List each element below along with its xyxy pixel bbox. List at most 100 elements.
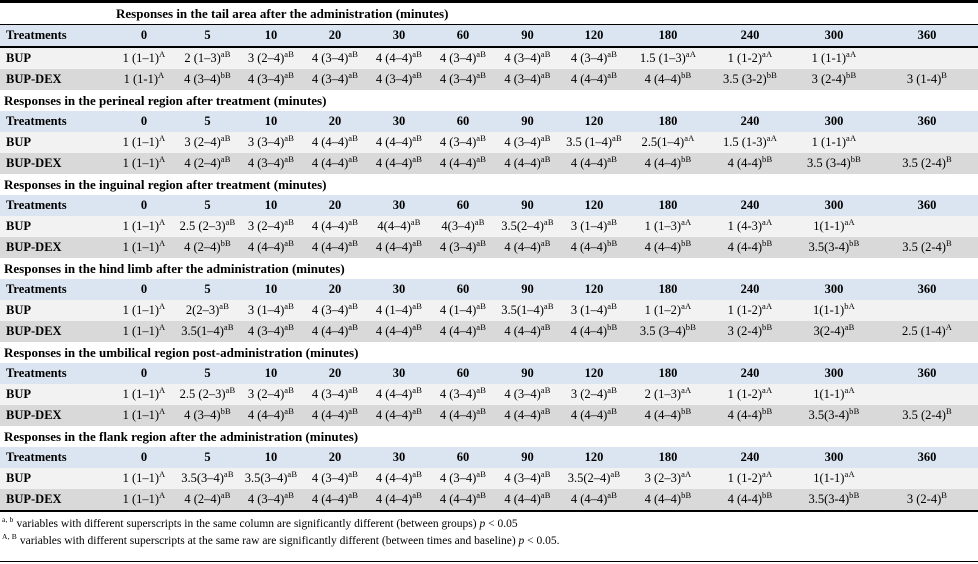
table-cell: 4 (3–4)aB — [495, 69, 560, 90]
table-cell: 4 (3–4)aB — [431, 47, 495, 69]
significance-superscript: A — [159, 216, 166, 227]
cell-value: 4 (4–4) — [439, 492, 477, 506]
cell-value: 4 (4–4) — [439, 408, 477, 422]
footnote: A, B variables with different superscrip… — [2, 532, 560, 547]
cell-value: 4 (4–4) — [375, 324, 413, 338]
section-title-row: Responses in the perineal region after t… — [0, 90, 978, 111]
table-cell: 3.5(3-4)bB — [792, 489, 876, 512]
table-cell: 1 (1–2)aA — [628, 300, 708, 321]
table-cell: 4 (4–4)bB — [560, 321, 628, 342]
significance-superscript: aB — [476, 153, 487, 164]
column-header-time: 300 — [792, 279, 876, 300]
significance-superscript: aA — [685, 48, 697, 59]
cell-value: 4 (4–4) — [311, 408, 349, 422]
table-row: BUP 1 (1–1)A 2(2–3)aB 3 (1–4)aB 4 (3–4)aB 4 (… — [0, 300, 978, 321]
significance-superscript: A — [159, 468, 166, 479]
table-row: BUP-DEX 1 (1–1)A 4 (2–4)bB 4 (4–4)aB 4 (4–4)… — [0, 237, 978, 258]
column-header-time: 300 — [792, 111, 876, 132]
significance-superscript: aA — [762, 48, 773, 59]
cell-value: 3.5 (2-4) — [902, 156, 946, 170]
cell-value: 4 (4–4) — [504, 408, 541, 422]
column-header-time: 5 — [176, 111, 239, 132]
table-cell: 4 (4–4)aB — [239, 237, 303, 258]
cell-value: 4 (3–4) — [504, 135, 541, 149]
table-cell: 2(2–3)aB — [176, 300, 239, 321]
table-cell: 1 (1–1)A — [112, 132, 176, 153]
significance-superscript: aA — [844, 216, 855, 227]
column-header-time: 5 — [176, 363, 239, 384]
table-cell: 2.5(1–4)aA — [628, 132, 708, 153]
row-label: BUP-DEX — [0, 69, 112, 90]
table-cell: 1 (1–1)A — [112, 321, 176, 342]
table-cell: 4 (4–4)aB — [303, 216, 367, 237]
table-cell: 4 (4–4)aB — [495, 489, 560, 512]
significance-superscript: aB — [348, 48, 359, 59]
cell-value: 4 (4–4) — [570, 492, 608, 506]
significance-superscript: A — [158, 69, 165, 80]
significance-superscript: aB — [284, 384, 295, 395]
table-row: BUP-DEX 1 (1–1)A 3.5(1–4)aB 4 (3–4)aB 4 (4–4… — [0, 321, 978, 342]
table-cell: 2 (1–3)aB — [176, 47, 239, 69]
significance-superscript: aB — [284, 489, 295, 500]
significance-superscript: aB — [607, 489, 618, 500]
significance-superscript: aB — [287, 468, 298, 479]
significance-superscript: aB — [607, 300, 618, 311]
section-title-row: Responses in the flank region after the … — [0, 426, 978, 447]
cell-value: 4 (3–4) — [504, 387, 541, 401]
significance-superscript: aB — [348, 489, 359, 500]
cell-value: 4 (2–4) — [184, 240, 221, 254]
cell-value: 4 (2–4) — [184, 156, 221, 170]
table-cell: 4 (4–4)aB — [431, 321, 495, 342]
section-title: Responses in the flank region after the … — [0, 426, 978, 447]
row-label: BUP — [0, 384, 112, 405]
significance-superscript: aB — [220, 489, 231, 500]
table-cell: 1 (1–1)A — [112, 47, 176, 69]
significance-superscript: aB — [474, 216, 485, 227]
significance-superscript: bB — [762, 321, 773, 332]
table-cell: 2.5 (2–3)aB — [176, 384, 239, 405]
table-cell: 4 (4–4)aB — [367, 47, 431, 69]
cell-value: 1(1-1) — [812, 303, 845, 317]
table-cell: 4 (4–4)aB — [367, 132, 431, 153]
cell-value: 1 (1-1) — [811, 51, 847, 65]
footnotes-block: a, b variables with different superscrip… — [0, 512, 978, 562]
cell-value: 4 (4–4) — [570, 324, 608, 338]
significance-superscript: bB — [220, 237, 231, 248]
table-cell: 3.5(2–4)aB — [560, 468, 628, 489]
column-header-time: 240 — [708, 447, 792, 468]
significance-superscript: aB — [476, 405, 487, 416]
table-row: BUP-DEX 1 (1–1)A 4 (3–4)bB 4 (4–4)aB 4 (4–4)… — [0, 405, 978, 426]
table-cell: 4 (3–4)aB — [303, 47, 367, 69]
column-header-time: 60 — [431, 111, 495, 132]
cell-value: 4 (3–4) — [439, 72, 477, 86]
table-cell: 4 (3–4)aB — [495, 47, 560, 69]
cell-value: 4 (3–4) — [247, 156, 285, 170]
table-cell: 1 (1-2)aA — [708, 384, 792, 405]
significance-superscript: aB — [220, 132, 231, 143]
cell-value: 4 (4–4) — [375, 471, 413, 485]
column-header-time: 30 — [367, 363, 431, 384]
significance-superscript: A — [159, 48, 166, 59]
cell-value: 3 (1–4) — [247, 303, 285, 317]
significance-superscript: aB — [223, 468, 234, 479]
cell-value: 4 (3–4) — [311, 51, 349, 65]
significance-superscript: aB — [348, 321, 359, 332]
table-cell: 3 (2–4)aB — [239, 216, 303, 237]
table-row: BUP-DEX 1 (1–1)A 4 (2–4)aB 4 (3–4)aB 4 (4–4)… — [0, 489, 978, 512]
significance-superscript: aA — [762, 384, 773, 395]
cell-value: 3.5(3-4) — [808, 240, 850, 254]
table-cell: 4 (3–4)aB — [303, 69, 367, 90]
significance-superscript: aB — [219, 300, 230, 311]
cell-value: 4 (3–4) — [311, 303, 349, 317]
cell-value: 4 (4–4) — [644, 72, 682, 86]
cell-value: 3 (2–3) — [644, 471, 682, 485]
cell-value: 4(3–4) — [441, 219, 475, 233]
cell-value: 4 (4–4) — [644, 240, 682, 254]
table-cell: 3 (2–4)aB — [239, 47, 303, 69]
significance-superscript: bB — [849, 405, 860, 416]
table-cell: 4 (4–4)aB — [367, 321, 431, 342]
table-cell: 4 (4-4)bB — [708, 405, 792, 426]
section-title: Responses in the umbilical region post-a… — [0, 342, 978, 363]
significance-superscript: aB — [607, 153, 618, 164]
